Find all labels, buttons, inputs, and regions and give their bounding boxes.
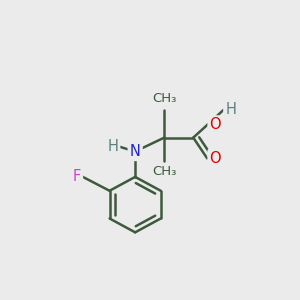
Text: H: H (225, 102, 236, 117)
Text: CH₃: CH₃ (152, 92, 176, 105)
Text: F: F (73, 169, 81, 184)
Text: O: O (210, 151, 221, 166)
Text: H: H (107, 140, 118, 154)
Text: N: N (130, 144, 141, 159)
Text: CH₃: CH₃ (152, 165, 176, 178)
Text: O: O (210, 117, 221, 132)
